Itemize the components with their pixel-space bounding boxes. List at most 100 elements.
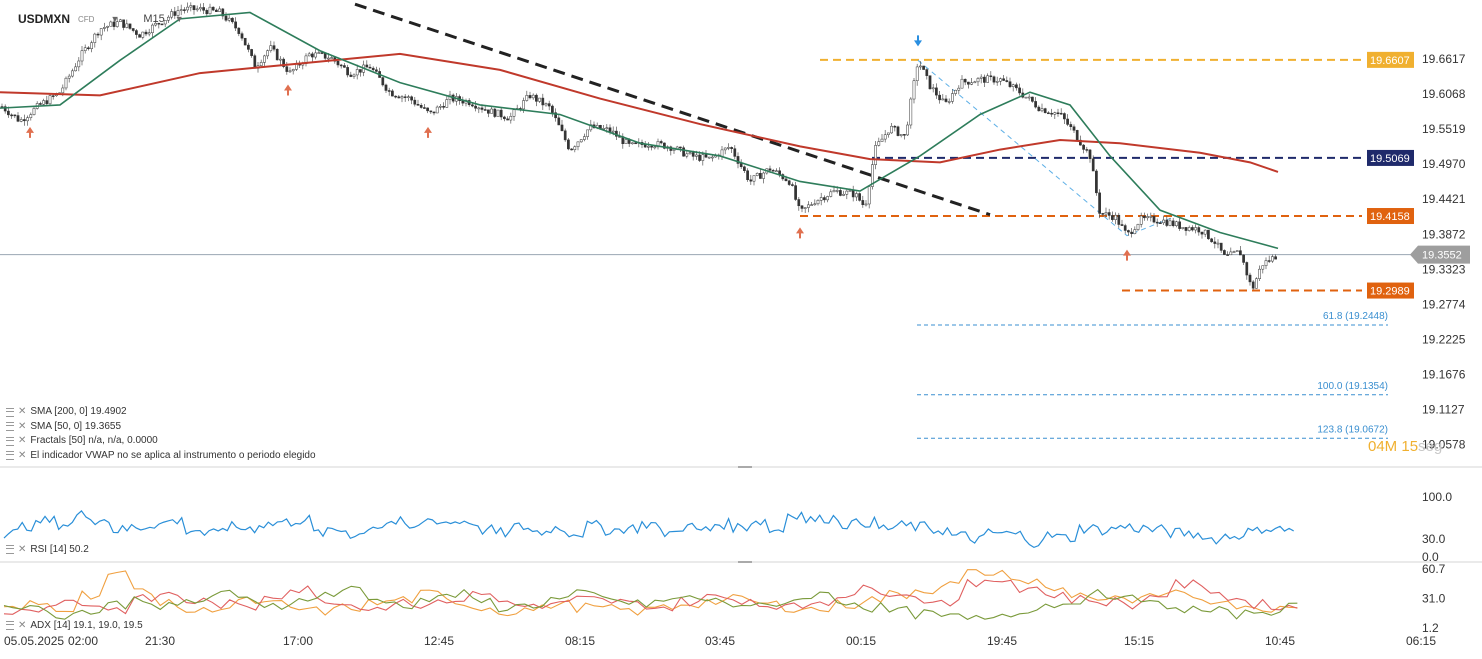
candle-body xyxy=(733,148,737,157)
candle-body xyxy=(349,74,353,77)
candle-body xyxy=(1043,108,1047,114)
close-icon[interactable]: ✕ xyxy=(18,544,27,555)
candle-body xyxy=(1194,227,1197,231)
candle-body xyxy=(407,96,410,98)
candle-body xyxy=(1088,149,1092,160)
candle-body xyxy=(1002,78,1005,81)
symbol-dropdown-chevron-down-icon[interactable]: ▼ xyxy=(110,14,120,24)
close-icon[interactable]: ✕ xyxy=(18,620,27,631)
settings-icon[interactable] xyxy=(6,407,14,417)
candle-body xyxy=(839,190,842,196)
candle-body xyxy=(77,60,81,68)
close-icon[interactable]: ✕ xyxy=(18,420,27,432)
candle-body xyxy=(631,142,634,145)
candle-body xyxy=(74,66,77,72)
candle-body xyxy=(864,203,868,206)
candle-body xyxy=(928,75,932,90)
candle-body xyxy=(1133,229,1137,234)
adx-line xyxy=(3,578,1298,615)
candle-body xyxy=(989,75,993,78)
candle-body xyxy=(202,7,205,11)
candle-body xyxy=(365,64,369,68)
timeframe-dropdown-chevron-down-icon[interactable]: ▼ xyxy=(174,14,184,24)
candle-body xyxy=(698,154,701,161)
fibonacci-label: 61.8 (19.2448) xyxy=(1323,311,1388,322)
candle-body xyxy=(144,31,148,35)
candle-body xyxy=(1143,215,1146,219)
candle-body xyxy=(1168,220,1172,226)
swing-line[interactable] xyxy=(917,59,1176,237)
settings-icon[interactable] xyxy=(6,545,14,554)
fibonacci-label: 123.8 (19.0672) xyxy=(1317,424,1388,435)
candle-body xyxy=(189,5,193,8)
candle-body xyxy=(730,147,733,149)
candle-body xyxy=(1248,274,1252,283)
candle-body xyxy=(135,30,138,35)
fractal-up-arrow-icon xyxy=(26,126,34,138)
settings-icon[interactable] xyxy=(6,422,14,432)
indicator-label: SMA [200, 0] 19.4902 xyxy=(30,406,127,417)
settings-icon[interactable] xyxy=(6,451,14,461)
settings-icon[interactable] xyxy=(6,436,14,446)
candle-body xyxy=(170,11,173,18)
settings-icon[interactable] xyxy=(6,621,14,630)
candle-body xyxy=(1213,241,1217,244)
candle-body xyxy=(1011,84,1015,87)
instrument-type: CFD xyxy=(78,14,95,24)
candle-body xyxy=(199,7,202,10)
candle-body xyxy=(1024,96,1028,99)
time-tick-label: 12:45 xyxy=(424,634,454,648)
countdown-watermark: 04M 15seg xyxy=(1368,438,1442,455)
indicator-row: ✕ SMA [50, 0] 19.3655 xyxy=(6,420,316,435)
candle-body xyxy=(976,78,980,83)
candle-body xyxy=(1264,260,1268,266)
candle-body xyxy=(186,6,189,11)
price-tick-label: 19.3323 xyxy=(1422,262,1466,276)
candle-body xyxy=(749,179,753,182)
candle-body xyxy=(291,69,295,72)
close-icon[interactable]: ✕ xyxy=(18,449,27,461)
candle-body xyxy=(707,156,711,159)
candle-body xyxy=(659,141,663,144)
candle-body xyxy=(99,28,103,36)
candle-body xyxy=(835,190,839,192)
trendline[interactable] xyxy=(354,2,991,217)
candle-body xyxy=(525,95,529,101)
candle-body xyxy=(787,180,791,185)
close-icon[interactable]: ✕ xyxy=(18,406,27,417)
time-tick-label: 15:15 xyxy=(1124,634,1154,648)
candle-body xyxy=(1271,256,1274,262)
candle-body xyxy=(115,21,119,27)
candle-body xyxy=(992,76,996,83)
candle-body xyxy=(227,17,231,21)
last-price-label: 19.3552 xyxy=(1422,250,1462,262)
candle-body xyxy=(1162,219,1165,224)
rsi-label: RSI [14] 50.2 xyxy=(30,544,89,555)
candle-body xyxy=(19,119,23,122)
candle-body xyxy=(967,81,970,85)
timeframe-selector[interactable]: M15 xyxy=(143,13,165,25)
candle-body xyxy=(413,99,417,105)
rsi-legend: ✕ RSI [14] 50.2 xyxy=(6,544,89,555)
candle-body xyxy=(1107,212,1111,216)
price-tick-label: 19.4421 xyxy=(1422,192,1466,206)
candle-body xyxy=(679,146,682,149)
price-tick-label: 19.3872 xyxy=(1422,227,1466,241)
candle-body xyxy=(1261,265,1265,270)
candle-body xyxy=(163,19,167,25)
candle-body xyxy=(995,81,999,83)
close-icon[interactable]: ✕ xyxy=(18,435,27,446)
candle-body xyxy=(695,154,698,157)
candle-body xyxy=(979,76,983,79)
fractal-up-arrow-icon xyxy=(1123,249,1131,261)
fibonacci-label: 100.0 (19.1354) xyxy=(1317,381,1388,392)
candle-body xyxy=(339,64,343,67)
countdown-unit: seg xyxy=(1418,438,1443,455)
candle-body xyxy=(1031,96,1034,102)
candle-body xyxy=(983,76,986,83)
candle-body xyxy=(355,69,359,76)
symbol-name[interactable]: USDMXN xyxy=(18,12,71,26)
candle-body xyxy=(1184,227,1188,231)
candle-body xyxy=(845,190,849,195)
